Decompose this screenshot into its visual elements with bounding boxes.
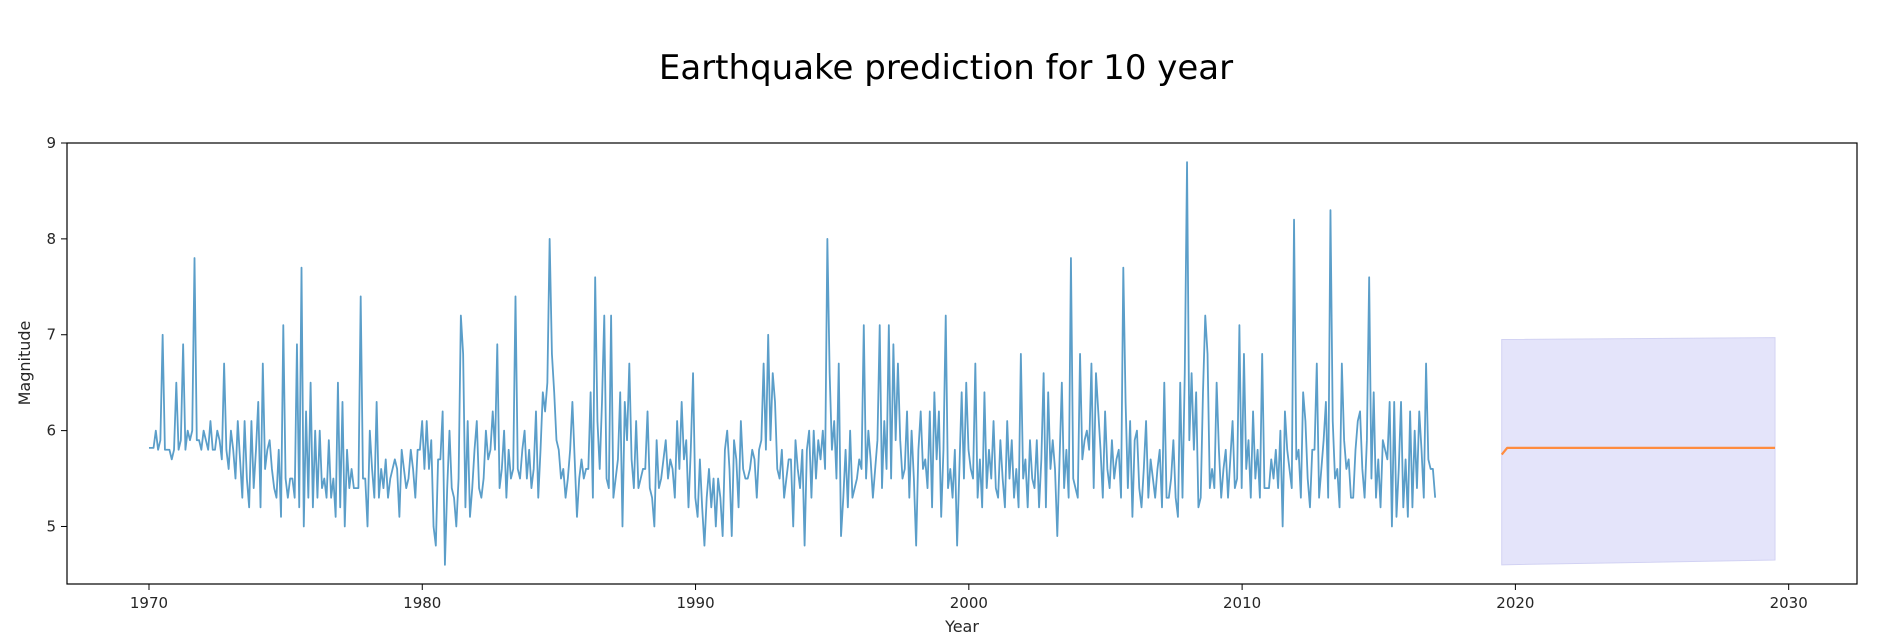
- confidence-band-layer: [1501, 337, 1776, 566]
- x-axis-label: Year: [944, 617, 979, 636]
- y-tick-label: 7: [46, 326, 56, 344]
- y-tick-label: 8: [46, 230, 56, 248]
- x-tick-label: 1980: [403, 594, 441, 612]
- confidence-band: [1501, 337, 1776, 566]
- x-tick-label: 1970: [130, 594, 168, 612]
- series-line-forecast: [1500, 446, 1776, 456]
- y-tick-label: 5: [46, 517, 56, 535]
- x-tick-label: 2000: [950, 594, 988, 612]
- plot-area-frame: [66, 142, 1858, 585]
- y-axis-label: Magnitude: [15, 321, 34, 406]
- series-layer: [148, 161, 1776, 566]
- x-tick-label: 2020: [1496, 594, 1534, 612]
- chart-title: Earthquake prediction for 10 year: [659, 48, 1233, 88]
- series-line-observed: [148, 161, 1437, 566]
- y-tick-label: 6: [46, 422, 56, 440]
- y-axis: 5 6 7 8 9: [46, 134, 67, 535]
- y-tick-label: 9: [46, 134, 56, 152]
- x-axis: 1970 1980 1990 2000 2010 2020 2030: [130, 584, 1808, 612]
- x-tick-label: 2010: [1223, 594, 1261, 612]
- x-tick-label: 2030: [1770, 594, 1808, 612]
- x-tick-label: 1990: [676, 594, 714, 612]
